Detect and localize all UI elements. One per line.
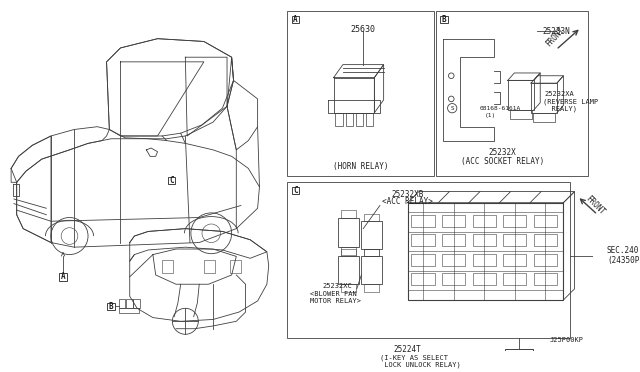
Text: (HORN RELAY): (HORN RELAY)	[333, 162, 388, 171]
Bar	[338, 256, 358, 284]
Text: B: B	[442, 15, 446, 24]
Bar	[341, 210, 356, 218]
Bar	[442, 215, 465, 227]
Bar	[335, 113, 343, 126]
Bar	[162, 260, 173, 273]
Bar	[287, 11, 434, 176]
Text: (24350P): (24350P)	[607, 256, 640, 264]
Text: SEC.240: SEC.240	[607, 246, 639, 255]
Text: A: A	[61, 272, 65, 281]
Text: 25232XA: 25232XA	[545, 91, 575, 97]
Bar	[442, 254, 465, 266]
Bar	[364, 284, 379, 292]
Bar	[412, 273, 435, 285]
Bar	[287, 182, 570, 338]
Text: (I-KEY AS SELECT: (I-KEY AS SELECT	[380, 354, 448, 361]
Bar	[508, 369, 530, 372]
Bar	[472, 273, 496, 285]
Bar	[408, 203, 563, 300]
Text: J25P00KP: J25P00KP	[550, 337, 584, 343]
Bar	[362, 221, 382, 249]
Text: 25232XB: 25232XB	[392, 190, 424, 199]
Bar	[533, 113, 555, 122]
Bar	[126, 299, 132, 308]
Text: 25630: 25630	[351, 25, 376, 34]
Text: FRONT: FRONT	[544, 25, 566, 48]
Bar	[442, 273, 465, 285]
Bar	[366, 113, 373, 126]
Text: <BLOWER FAN: <BLOWER FAN	[310, 291, 357, 296]
Text: MOTOR RELAY>: MOTOR RELAY>	[310, 298, 362, 304]
Bar	[364, 214, 379, 221]
Bar	[118, 308, 139, 313]
Bar	[168, 177, 175, 184]
Bar	[341, 247, 356, 254]
Text: (1): (1)	[484, 113, 496, 118]
Bar	[505, 349, 533, 369]
Text: <ACC RELAY>: <ACC RELAY>	[382, 197, 433, 206]
Bar	[412, 234, 435, 246]
Bar	[503, 254, 526, 266]
Text: FRONT: FRONT	[584, 194, 606, 217]
Bar	[356, 113, 364, 126]
Bar	[472, 234, 496, 246]
Bar	[534, 254, 557, 266]
Bar	[508, 80, 534, 110]
Bar	[442, 234, 465, 246]
Text: 25224T: 25224T	[394, 344, 422, 354]
Bar	[503, 273, 526, 285]
Text: 08168-6161A: 08168-6161A	[480, 106, 521, 111]
Bar	[338, 218, 358, 247]
Text: (REVERSE LAMP: (REVERSE LAMP	[543, 99, 598, 105]
Text: S: S	[451, 106, 454, 111]
Bar	[230, 260, 241, 273]
Bar	[362, 256, 382, 284]
Bar	[346, 113, 353, 126]
Bar	[341, 249, 356, 256]
Text: REALY): REALY)	[543, 106, 577, 112]
Bar	[503, 215, 526, 227]
Bar	[341, 284, 356, 292]
Bar	[509, 110, 532, 119]
Text: C: C	[293, 186, 298, 195]
Text: 25232X: 25232X	[488, 148, 516, 157]
Bar	[60, 273, 67, 280]
Bar	[108, 303, 115, 310]
Text: 25233N: 25233N	[542, 27, 570, 36]
Bar	[133, 299, 140, 308]
Text: B: B	[109, 302, 113, 311]
Bar	[440, 16, 447, 23]
Bar	[364, 249, 379, 256]
Bar	[292, 16, 300, 23]
Bar	[472, 254, 496, 266]
Bar	[412, 215, 435, 227]
Bar	[534, 234, 557, 246]
Text: C: C	[169, 176, 173, 185]
Bar	[503, 234, 526, 246]
Bar	[531, 83, 557, 113]
Text: (ACC SOCKET RELAY): (ACC SOCKET RELAY)	[461, 157, 544, 166]
Bar	[534, 273, 557, 285]
Text: LOCK UNLOCK RELAY): LOCK UNLOCK RELAY)	[380, 362, 461, 368]
Bar	[472, 215, 496, 227]
Bar	[292, 187, 300, 194]
Text: 25232XC: 25232XC	[323, 283, 352, 289]
Bar	[436, 11, 588, 176]
Bar	[204, 260, 215, 273]
Bar	[364, 249, 379, 256]
Bar	[118, 299, 125, 308]
Bar	[534, 215, 557, 227]
Bar	[412, 254, 435, 266]
Text: A: A	[293, 15, 298, 24]
